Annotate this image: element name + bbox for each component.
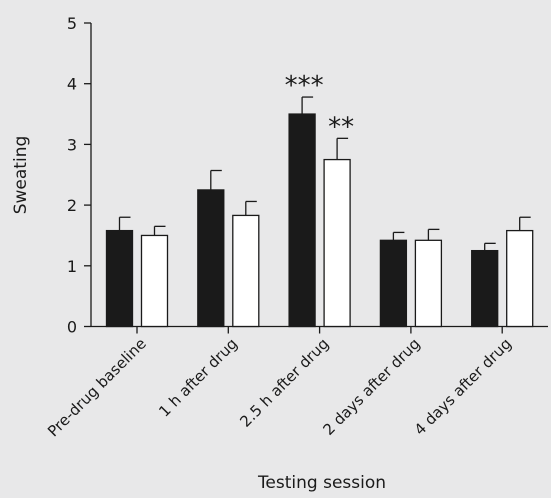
bar <box>323 158 351 328</box>
x-tick-label: 2 days after drug <box>319 335 423 439</box>
significance-label: ** <box>328 112 354 142</box>
y-axis-title: Sweating <box>11 136 31 215</box>
y-tick-label: 1 <box>67 257 77 276</box>
x-tick-label: Pre-drug baseline <box>44 335 150 441</box>
bar <box>197 189 225 328</box>
x-tick-label: 1 h after drug <box>155 335 241 421</box>
bar <box>232 214 260 328</box>
bar <box>288 113 316 328</box>
x-tick-label: 2.5 h after drug <box>236 335 332 431</box>
bar <box>506 229 534 328</box>
x-axis-title: Testing session <box>257 473 386 493</box>
bar <box>379 239 408 328</box>
bars <box>105 96 534 328</box>
significance-label: *** <box>285 71 324 101</box>
bar <box>105 229 134 328</box>
y-tick-label: 4 <box>67 75 77 94</box>
bar <box>471 249 499 328</box>
y-tick-label: 5 <box>67 14 77 33</box>
y-tick-label: 3 <box>67 135 77 154</box>
y-tick-label: 0 <box>67 318 77 337</box>
labels: ***** <box>285 71 355 142</box>
bar <box>414 239 443 328</box>
bar <box>140 234 169 328</box>
y-axis: 0 1 2 3 4 5 <box>67 14 92 337</box>
x-tick-label: 4 days after drug <box>411 335 515 439</box>
y-tick-label: 2 <box>67 196 77 215</box>
